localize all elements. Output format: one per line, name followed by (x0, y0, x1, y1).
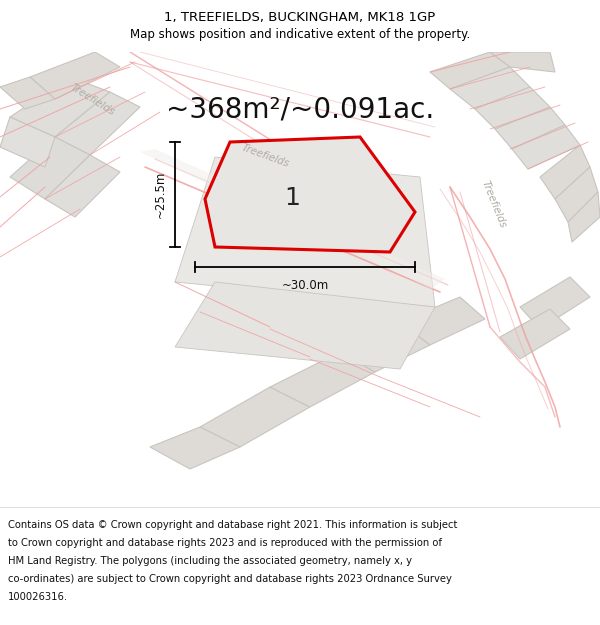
Text: HM Land Registry. The polygons (including the associated geometry, namely x, y: HM Land Registry. The polygons (includin… (8, 556, 412, 566)
Polygon shape (10, 77, 110, 137)
Text: 1, TREEFIELDS, BUCKINGHAM, MK18 1GP: 1, TREEFIELDS, BUCKINGHAM, MK18 1GP (164, 11, 436, 24)
Text: 100026316.: 100026316. (8, 592, 68, 602)
Polygon shape (540, 145, 590, 199)
Polygon shape (30, 52, 120, 99)
Polygon shape (45, 155, 120, 217)
Text: co-ordinates) are subject to Crown copyright and database rights 2023 Ordnance S: co-ordinates) are subject to Crown copyr… (8, 574, 452, 584)
Polygon shape (555, 167, 598, 222)
Polygon shape (55, 92, 140, 155)
Polygon shape (512, 125, 580, 169)
Polygon shape (150, 427, 240, 469)
Polygon shape (490, 52, 555, 72)
Text: ~368m²/~0.091ac.: ~368m²/~0.091ac. (166, 95, 434, 123)
Polygon shape (430, 52, 510, 89)
Text: 1: 1 (284, 186, 301, 210)
Polygon shape (10, 137, 90, 199)
Polygon shape (0, 77, 55, 109)
Polygon shape (568, 192, 600, 242)
Polygon shape (475, 87, 550, 129)
Polygon shape (175, 282, 435, 369)
Text: Contains OS data © Crown copyright and database right 2021. This information is : Contains OS data © Crown copyright and d… (8, 520, 457, 530)
Polygon shape (400, 297, 485, 345)
Polygon shape (520, 277, 590, 329)
Polygon shape (175, 157, 435, 307)
Polygon shape (450, 67, 530, 109)
Polygon shape (0, 117, 55, 167)
Polygon shape (200, 387, 310, 447)
Polygon shape (140, 149, 445, 289)
Polygon shape (270, 352, 375, 407)
Text: Treefields: Treefields (240, 142, 291, 169)
Polygon shape (205, 137, 415, 252)
Polygon shape (495, 107, 565, 149)
Text: Treefields: Treefields (68, 82, 116, 117)
Polygon shape (500, 309, 570, 359)
Text: Treefields: Treefields (480, 179, 508, 229)
Text: ~30.0m: ~30.0m (281, 279, 329, 292)
Polygon shape (340, 322, 430, 372)
Text: ~25.5m: ~25.5m (154, 171, 167, 218)
Text: to Crown copyright and database rights 2023 and is reproduced with the permissio: to Crown copyright and database rights 2… (8, 538, 442, 548)
Text: Map shows position and indicative extent of the property.: Map shows position and indicative extent… (130, 28, 470, 41)
